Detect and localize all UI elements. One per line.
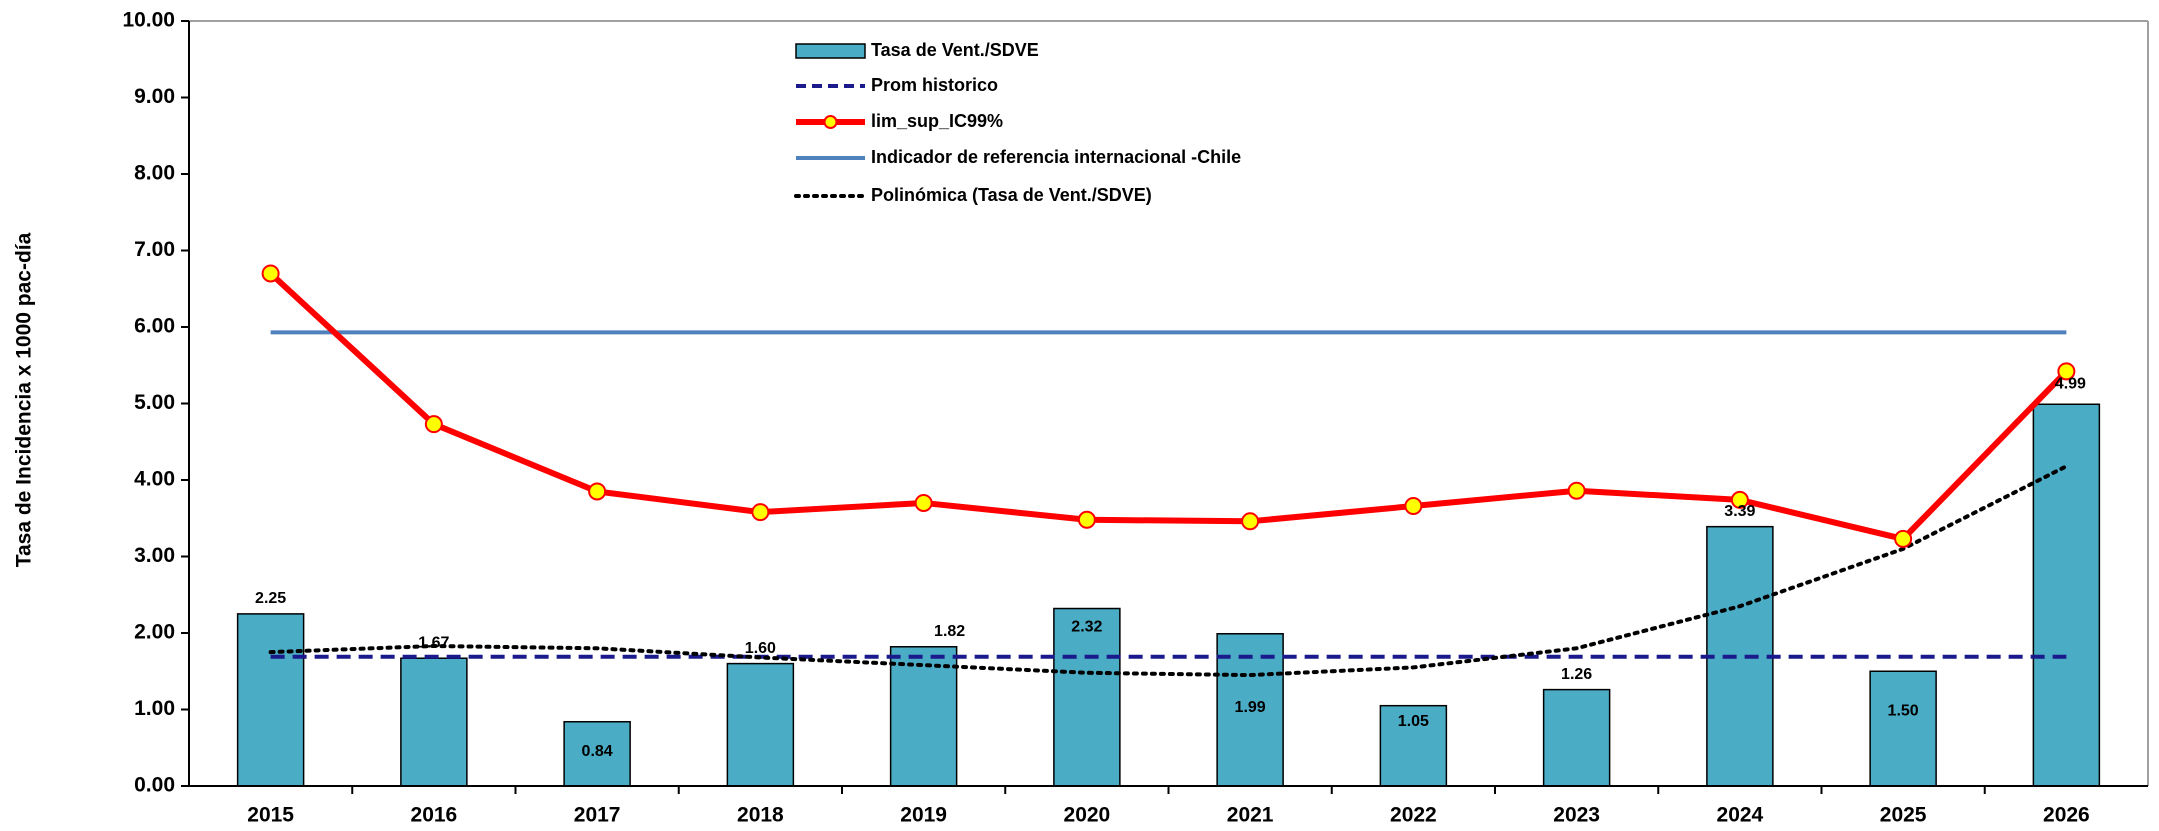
bar: [1053, 607, 1121, 787]
y-tick-label: 2.00: [134, 621, 175, 644]
data-label: 1.26: [1561, 666, 1592, 683]
y-tick-label: 9.00: [134, 85, 175, 108]
data-label: 4.99: [2055, 375, 2086, 392]
y-axis-label: Tasa de Incidencia x 1000 pac-día: [13, 232, 36, 567]
bar: [726, 662, 795, 787]
y-tick-label: 5.00: [134, 391, 175, 414]
data-label: 0.84: [582, 743, 613, 760]
bar: [1379, 704, 1448, 787]
marker: [1241, 512, 1260, 531]
bar: [889, 646, 958, 787]
marker: [1077, 510, 1096, 529]
bar: [1706, 525, 1774, 787]
legend-marker: [823, 115, 838, 129]
bar: [1216, 633, 1284, 787]
data-label: 1.50: [1888, 702, 1919, 719]
y-tick-label: 7.00: [134, 238, 175, 261]
legend-swatch: [795, 43, 866, 59]
x-tick-label: 2015: [247, 804, 294, 827]
data-label: 1.05: [1398, 713, 1429, 730]
x-tick-label: 2016: [411, 804, 458, 827]
x-tick-label: 2025: [1880, 804, 1927, 827]
bar: [1542, 688, 1611, 787]
x-tick-label: 2026: [2043, 804, 2090, 827]
x-tick-label: 2022: [1390, 804, 1437, 827]
bar: [1869, 670, 1937, 787]
x-tick-label: 2024: [1717, 804, 1764, 827]
y-tick-label: 1.00: [134, 697, 175, 720]
bar: [563, 720, 631, 787]
marker: [424, 415, 443, 434]
data-label: 1.82: [934, 623, 965, 640]
y-tick-label: 0.00: [134, 774, 175, 797]
x-tick-label: 2020: [1064, 804, 1111, 827]
line-dotted: [268, 464, 2069, 678]
y-tick-label: 4.00: [134, 468, 175, 491]
legend-label: Indicador de referencia internacional -C…: [871, 147, 1241, 167]
data-label: 2.25: [255, 590, 286, 607]
y-tick-label: 10.00: [122, 9, 175, 32]
y-tick-label: 3.00: [134, 544, 175, 567]
data-label: 2.32: [1071, 619, 1102, 636]
x-tick-label: 2018: [737, 804, 784, 827]
x-tick-label: 2017: [574, 804, 621, 827]
legend-label: Polinómica (Tasa de Vent./SDVE): [871, 185, 1152, 205]
marker: [914, 493, 933, 512]
legend-label: lim_sup_IC99%: [871, 111, 1003, 131]
y-tick-label: 6.00: [134, 315, 175, 338]
x-tick-label: 2021: [1227, 804, 1274, 827]
data-label: 3.39: [1724, 503, 1755, 520]
marker: [588, 482, 607, 501]
marker: [1894, 529, 1913, 548]
marker: [1404, 497, 1423, 516]
marker: [1567, 481, 1586, 500]
y-tick-label: 8.00: [134, 162, 175, 185]
bar: [2032, 403, 2101, 787]
data-label: 1.67: [418, 634, 449, 651]
x-tick-label: 2023: [1553, 804, 1600, 827]
marker: [1730, 490, 1749, 509]
data-label: 1.60: [745, 640, 776, 657]
marker: [2057, 362, 2076, 381]
x-tick-label: 2019: [900, 804, 947, 827]
bar: [400, 657, 468, 787]
data-label: 1.99: [1235, 699, 1266, 716]
marker: [261, 264, 280, 283]
legend-label: Tasa de Vent./SDVE: [871, 40, 1039, 60]
bar: [236, 613, 305, 787]
marker: [751, 503, 770, 522]
legend-label: Prom historico: [871, 75, 998, 95]
line-markers: [268, 271, 2069, 542]
